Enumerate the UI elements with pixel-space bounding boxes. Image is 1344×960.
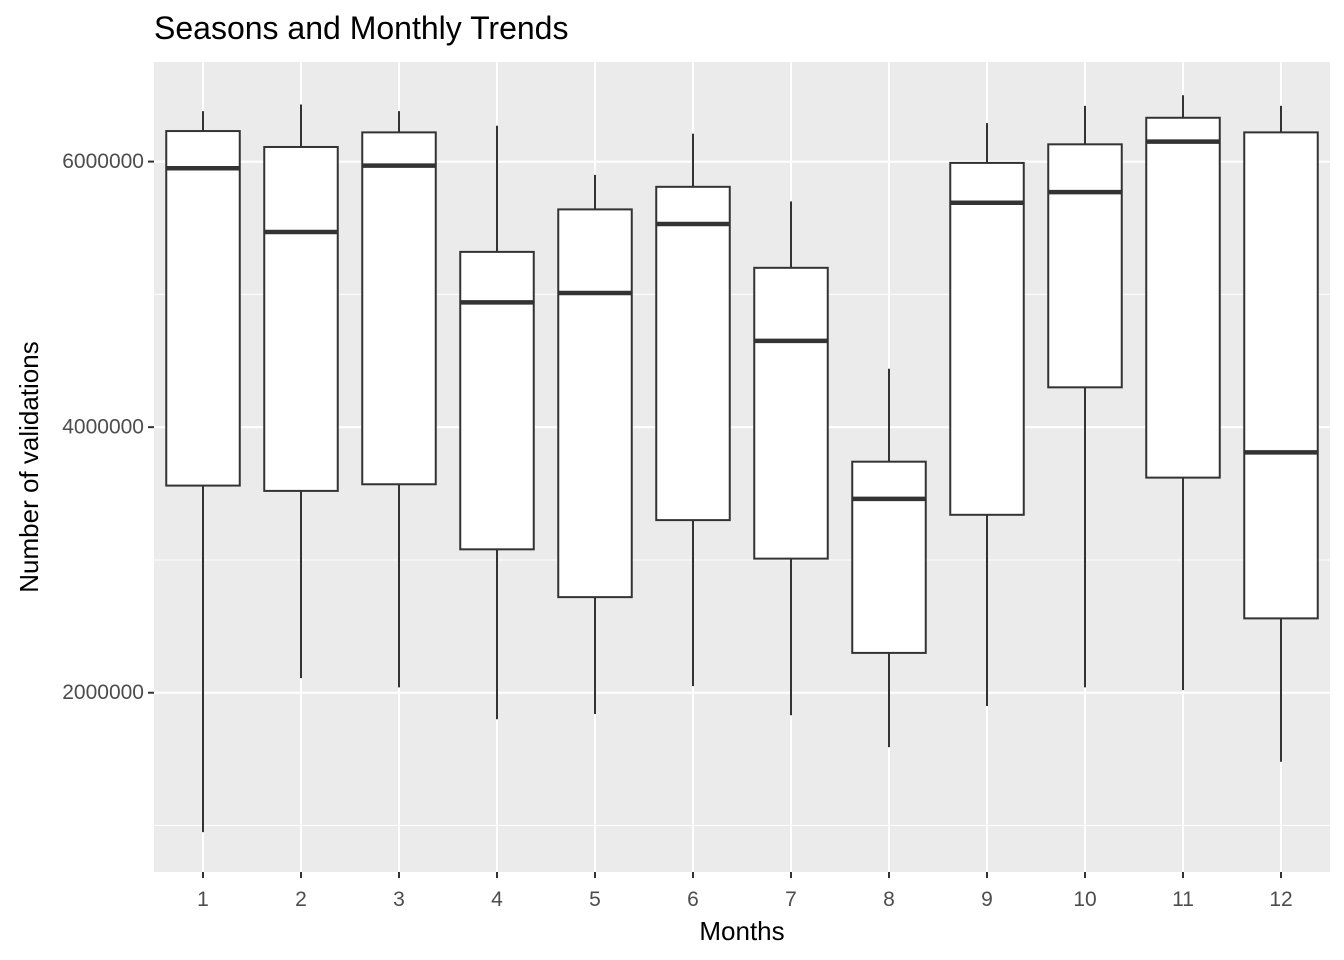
x-tick-label: 3 bbox=[393, 888, 405, 911]
box-month-9 bbox=[949, 123, 1025, 707]
y-axis: 2000000 4000000 6000000 bbox=[62, 150, 154, 704]
box-iqr bbox=[165, 130, 241, 487]
box-month-11 bbox=[1145, 95, 1221, 691]
box-month-2 bbox=[263, 104, 339, 679]
minor-gridlines bbox=[154, 293, 1330, 827]
x-tick-label: 10 bbox=[1073, 888, 1096, 911]
x-tick-label: 12 bbox=[1269, 888, 1292, 911]
box-iqr bbox=[851, 460, 927, 654]
x-tick-label: 11 bbox=[1172, 888, 1194, 911]
x-tick-label: 2 bbox=[295, 888, 307, 911]
x-tick-label: 5 bbox=[589, 888, 601, 911]
box-month-8 bbox=[851, 368, 927, 748]
box-iqr bbox=[557, 208, 633, 599]
box-month-7 bbox=[753, 201, 829, 716]
y-axis-title: Number of validations bbox=[14, 341, 44, 592]
x-axis-title: Months bbox=[699, 916, 784, 946]
box-iqr bbox=[1145, 116, 1221, 479]
box-iqr bbox=[263, 145, 339, 492]
box-iqr bbox=[1047, 143, 1123, 389]
box-month-5 bbox=[557, 174, 633, 714]
y-tick-label: 2000000 bbox=[62, 681, 144, 704]
box-iqr bbox=[949, 161, 1025, 516]
box-month-10 bbox=[1047, 105, 1123, 688]
x-tick-label: 6 bbox=[687, 888, 699, 911]
box-iqr bbox=[1243, 131, 1319, 620]
x-tick-label: 9 bbox=[981, 888, 993, 911]
box-month-3 bbox=[361, 111, 437, 688]
box-series bbox=[165, 95, 1319, 833]
box-iqr bbox=[459, 250, 535, 551]
box-iqr bbox=[655, 185, 731, 522]
box-month-6 bbox=[655, 133, 731, 687]
x-tick-label: 1 bbox=[197, 888, 209, 911]
box-month-1 bbox=[165, 111, 241, 833]
x-tick-label: 4 bbox=[491, 888, 503, 911]
box-iqr bbox=[753, 266, 829, 560]
plot-panel bbox=[154, 62, 1330, 872]
y-tick-label: 6000000 bbox=[62, 150, 144, 173]
box-iqr bbox=[361, 131, 437, 486]
chart-title: Seasons and Monthly Trends bbox=[154, 10, 569, 46]
y-tick-label: 4000000 bbox=[62, 416, 144, 439]
x-tick-label: 8 bbox=[883, 888, 895, 911]
x-axis: 1 2 3 4 5 6 7 8 9 10 11 12 bbox=[197, 872, 1293, 911]
x-tick-label: 7 bbox=[785, 888, 797, 911]
box-month-4 bbox=[459, 125, 535, 720]
box-month-12 bbox=[1243, 105, 1319, 762]
